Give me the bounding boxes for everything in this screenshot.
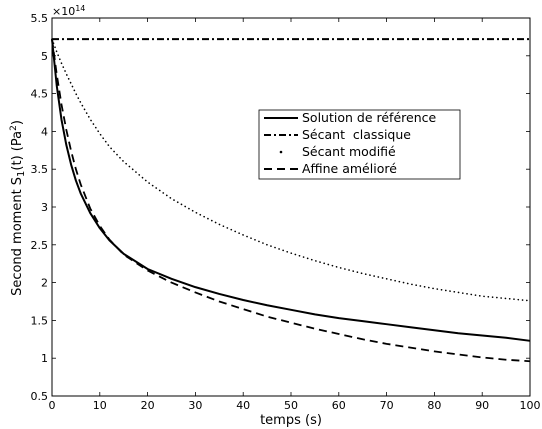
x-tick-label: 100: [520, 399, 541, 412]
y-multiplier-exponent: 14: [75, 4, 85, 13]
series-line-solid: [51, 39, 531, 342]
series-line-dashed: [51, 39, 531, 363]
y-tick-label: 3: [41, 201, 48, 214]
x-tick-label: 90: [475, 399, 489, 412]
y-label-subscript: 1: [16, 171, 27, 177]
y-tick-label: 1.5: [31, 314, 49, 327]
x-tick-label: 80: [427, 399, 441, 412]
legend: Solution de référence Sécant classique S…: [258, 109, 461, 180]
y-tick-label: 2: [41, 277, 48, 290]
legend-label: Sécant modifié: [302, 144, 396, 159]
y-tick-label: 0.5: [31, 390, 49, 403]
y-label-superscript: 2: [9, 125, 19, 131]
y-label-main: Second moment S: [10, 177, 25, 296]
y-tick-label: 4: [41, 125, 48, 138]
x-tick-label: 30: [188, 399, 202, 412]
legend-box: [258, 109, 461, 180]
y-axis-label: Second moment S1(t) (Pa2): [9, 120, 27, 296]
x-tick-label: 10: [93, 399, 107, 412]
legend-label: Sécant classique: [302, 127, 411, 142]
y-tick-label: 5: [41, 50, 48, 63]
x-tick-label: 0: [49, 399, 56, 412]
y-label-middle: (t) (Pa: [10, 131, 25, 171]
x-tick-label: 40: [236, 399, 250, 412]
series-line-dotted: [51, 38, 531, 302]
x-tick-label: 70: [380, 399, 394, 412]
y-tick-label: 2.5: [31, 239, 49, 252]
legend-label: Affine amélioré: [302, 161, 397, 176]
series-layer: [51, 38, 531, 363]
legend-entry: Affine amélioré: [264, 161, 397, 176]
legend-entry: Sécant modifié: [279, 144, 396, 159]
x-tick-label: 50: [284, 399, 298, 412]
y-tick-label: 1: [41, 352, 48, 365]
legend-entry: Solution de référence: [264, 110, 436, 125]
legend-entry: Sécant classique: [264, 127, 411, 142]
y-tick-label: 3.5: [31, 163, 49, 176]
x-tick-label: 60: [332, 399, 346, 412]
y-tick-label: 5.5: [31, 12, 49, 25]
y-multiplier: ×1014: [52, 4, 85, 18]
y-tick-label: 4.5: [31, 88, 49, 101]
plot-area-border: [51, 17, 531, 397]
y-label-end: ): [10, 120, 25, 125]
x-tick-label: 20: [141, 399, 155, 412]
y-multiplier-base: ×10: [52, 5, 75, 18]
tick-layer: 0 10 20 30 40 50 60 70 80 90 100 0.5 1 1.5 2 2.5 3 3.5 4 4.…: [31, 12, 541, 412]
legend-dot-marker: [279, 150, 283, 154]
legend-label: Solution de référence: [302, 110, 436, 125]
x-axis-label: temps (s): [260, 413, 322, 428]
plot-frame: [51, 17, 531, 397]
